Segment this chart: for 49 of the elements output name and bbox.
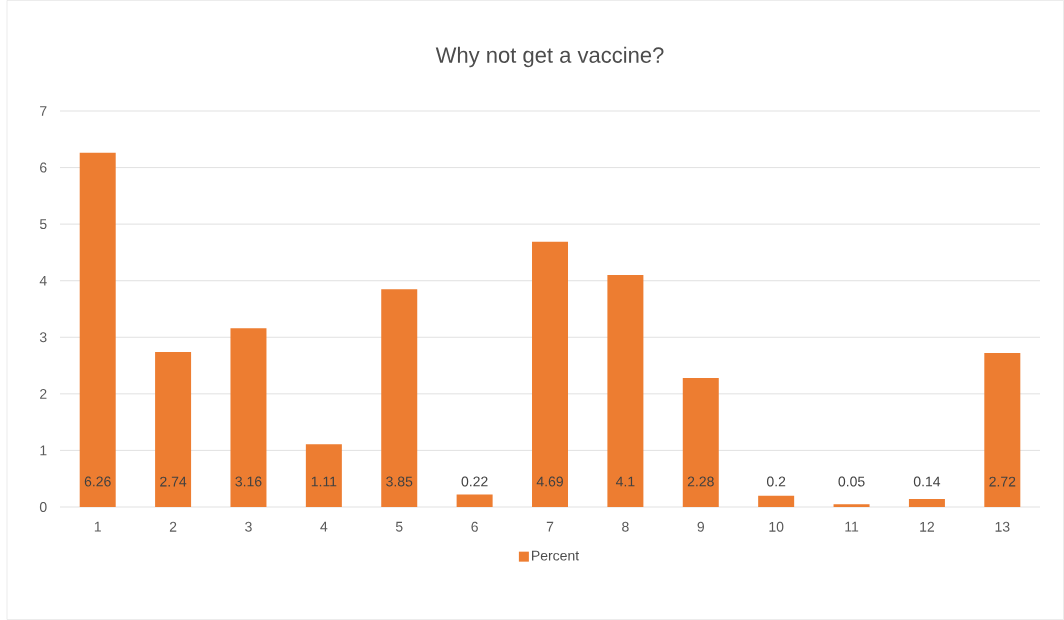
- y-tick-label: 4: [39, 275, 47, 286]
- bar: [230, 328, 267, 507]
- x-tick-label: 7: [546, 521, 554, 532]
- data-label: 4.69: [536, 476, 563, 487]
- x-tick-label: 10: [769, 521, 784, 532]
- data-label: 0.14: [913, 476, 941, 487]
- data-label: 4.1: [615, 476, 635, 487]
- bar: [155, 351, 192, 507]
- x-tick-label: 5: [395, 521, 403, 532]
- x-tick-label: 4: [320, 521, 328, 532]
- bar: [908, 499, 945, 507]
- x-tick-label: 8: [622, 521, 629, 532]
- data-label: 6.26: [84, 476, 111, 487]
- y-tick-label: 7: [40, 106, 47, 116]
- data-label: 0.05: [838, 476, 865, 487]
- chart-title: Why not get a vaccine?: [435, 46, 664, 68]
- bar: [381, 289, 418, 507]
- y-tick-label: 0: [39, 502, 47, 512]
- x-tick-label: 13: [995, 521, 1010, 532]
- x-tick-label: 3: [245, 521, 252, 532]
- bar: [79, 152, 116, 507]
- data-label: 0.2: [766, 476, 786, 487]
- bar: [456, 494, 493, 507]
- data-label: 3.85: [386, 476, 413, 487]
- bar: [833, 504, 870, 507]
- legend-label: Percent: [532, 550, 580, 561]
- y-tick-label: 6: [40, 162, 47, 173]
- bar: [607, 275, 644, 507]
- data-label: 1.11: [311, 476, 337, 487]
- y-tick-label: 1: [40, 445, 47, 456]
- y-tick-label: 2: [40, 388, 47, 399]
- data-label: 2.28: [687, 476, 714, 487]
- x-tick-label: 2: [169, 521, 177, 532]
- data-label: 3.16: [235, 476, 262, 487]
- x-tick-label: 12: [920, 521, 935, 532]
- y-tick-label: 5: [39, 219, 47, 230]
- x-tick-label: 6: [471, 521, 478, 532]
- bar: [305, 444, 342, 507]
- x-tick-label: 11: [845, 521, 859, 532]
- data-label: 0.22: [461, 476, 488, 487]
- bar: [682, 378, 719, 507]
- data-label: 2.74: [160, 476, 187, 487]
- x-tick-label: 1: [94, 521, 101, 532]
- bar: [532, 241, 569, 507]
- x-tick-label: 9: [697, 521, 704, 532]
- bar: [758, 495, 795, 507]
- data-label: 2.72: [989, 476, 1016, 487]
- y-tick-label: 3: [39, 332, 47, 343]
- bar: [984, 353, 1021, 507]
